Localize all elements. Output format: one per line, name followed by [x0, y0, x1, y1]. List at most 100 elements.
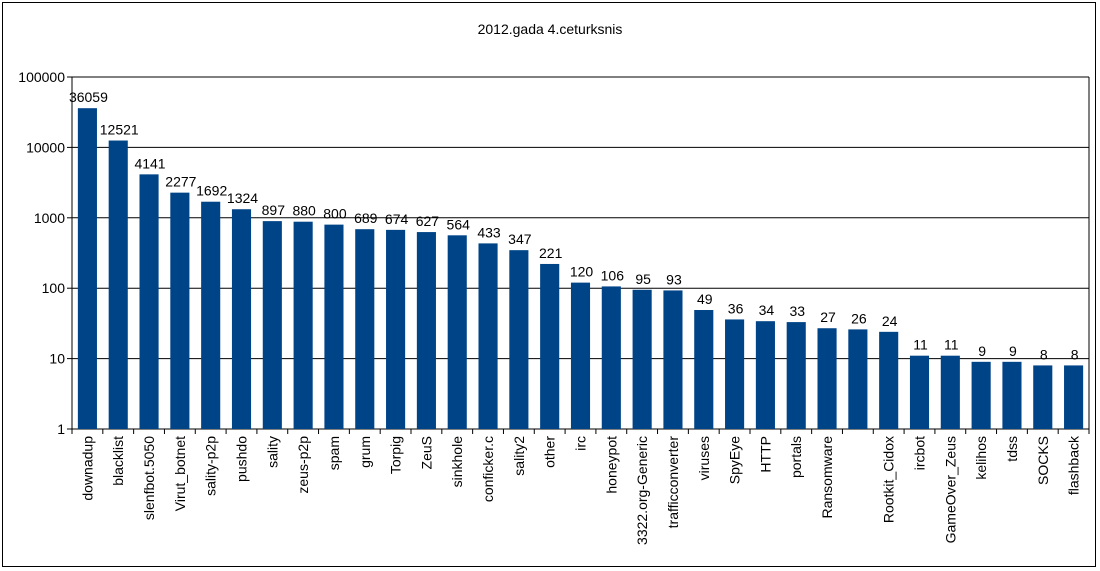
x-tick-label: Rootkit_Cidox: [881, 436, 897, 523]
y-tick-label: 10000: [26, 139, 65, 155]
bar: [540, 263, 560, 429]
data-label: 34: [759, 302, 775, 318]
bar: [108, 140, 128, 429]
data-label: 4141: [134, 155, 165, 171]
bar: [386, 229, 406, 429]
data-label: 433: [477, 224, 501, 240]
x-tick-label: blacklist: [110, 436, 126, 486]
data-label: 11: [913, 337, 928, 353]
x-tick-label: Ransomware: [819, 436, 835, 519]
bar: [694, 310, 714, 429]
bars: [77, 108, 1084, 430]
data-label: 8: [1040, 346, 1048, 362]
data-label: 9: [1009, 343, 1017, 359]
x-tick-label: slenfbot.5050: [141, 436, 157, 520]
bar: [293, 221, 313, 429]
bar: [1064, 365, 1084, 429]
data-label: 2277: [165, 174, 196, 190]
bar: [355, 229, 375, 429]
data-label: 11: [944, 337, 959, 353]
data-label: 1692: [196, 183, 227, 199]
bar: [231, 209, 252, 429]
data-label: 897: [262, 202, 286, 218]
bar: [848, 329, 868, 429]
x-tick-label: sality: [264, 436, 280, 468]
x-tick-label: HTTP: [757, 436, 773, 473]
data-label: 26: [851, 310, 867, 326]
bar: [509, 250, 529, 429]
x-tick-label: spam: [326, 436, 342, 470]
bar: [879, 331, 899, 429]
data-label: 347: [508, 231, 532, 247]
x-tick-label: Torpig: [388, 436, 404, 474]
data-label: 49: [697, 291, 713, 307]
bar: [139, 174, 159, 429]
data-label: 1324: [227, 190, 258, 206]
bar: [817, 328, 837, 429]
bar: [909, 355, 930, 429]
x-tick-label: portals: [788, 436, 804, 478]
x-tick-label: downadup: [79, 436, 95, 501]
x-tick-label: tdss: [1004, 436, 1020, 462]
x-tick-label: Virut_botnet: [172, 436, 188, 511]
y-tick-label: 1000: [34, 210, 65, 226]
data-label: 95: [635, 271, 651, 287]
x-tick-label: irc: [573, 436, 589, 451]
bar: [77, 108, 97, 430]
data-label: 12521: [100, 122, 139, 138]
data-label: 93: [666, 271, 682, 287]
data-label: 106: [601, 267, 625, 283]
bar: [324, 224, 344, 429]
data-label: 564: [447, 216, 471, 232]
data-label: 36: [728, 300, 744, 316]
data-label: 36059: [69, 89, 108, 105]
bar: [201, 201, 221, 429]
x-tick-label: zeus-p2p: [295, 436, 311, 494]
x-tick-label: pushdo: [234, 436, 250, 482]
x-tick-label: sality-p2p: [203, 436, 219, 496]
x-tick-label: SOCKS: [1035, 436, 1051, 485]
x-tick-label: other: [542, 436, 558, 468]
data-label: 120: [570, 264, 594, 280]
data-label: 27: [820, 309, 836, 325]
y-tick-label: 100000: [18, 69, 65, 85]
x-axis-ticks: downadup blacklist slenfbot.5050 Virut_botn…: [71, 429, 1090, 545]
data-label: 8: [1071, 346, 1079, 362]
x-tick-label: honeypot: [603, 436, 619, 494]
bar: [170, 192, 190, 429]
bar: [601, 286, 621, 429]
bar: [478, 243, 498, 429]
data-label: 9: [978, 343, 986, 359]
bar: [755, 321, 775, 429]
bar: [663, 290, 683, 429]
x-tick-label: sinkhole: [449, 436, 465, 488]
x-tick-label: flashback: [1066, 435, 1082, 495]
x-tick-label: kelihos: [973, 436, 989, 480]
bar: [632, 289, 652, 429]
bar: [971, 361, 991, 429]
bar: [1033, 365, 1053, 429]
x-tick-label: trafficconverter: [665, 436, 681, 529]
bar: [940, 355, 960, 429]
y-tick-label: 1: [57, 421, 65, 437]
x-tick-label: GameOver_Zeus: [942, 436, 958, 543]
data-label: 627: [416, 213, 440, 229]
bar: [725, 319, 745, 429]
data-label: 800: [323, 206, 347, 222]
data-label: 221: [539, 245, 563, 261]
bar: [570, 282, 591, 429]
bar: [262, 221, 282, 429]
x-tick-label: sality2: [511, 436, 527, 476]
y-tick-label: 100: [42, 280, 66, 296]
data-label: 33: [789, 303, 805, 319]
bar: [416, 232, 436, 429]
x-tick-label: SpyEye: [727, 436, 743, 484]
data-label: 674: [385, 211, 409, 227]
x-tick-label: 3322.org-Generic: [634, 436, 650, 545]
bar: [786, 322, 806, 429]
y-tick-label: 10: [49, 351, 65, 367]
x-tick-label: grum: [357, 436, 373, 468]
x-tick-label: conficker.c: [480, 436, 496, 502]
